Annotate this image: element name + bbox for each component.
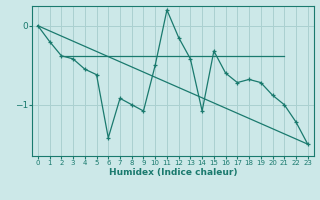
X-axis label: Humidex (Indice chaleur): Humidex (Indice chaleur) (108, 168, 237, 177)
